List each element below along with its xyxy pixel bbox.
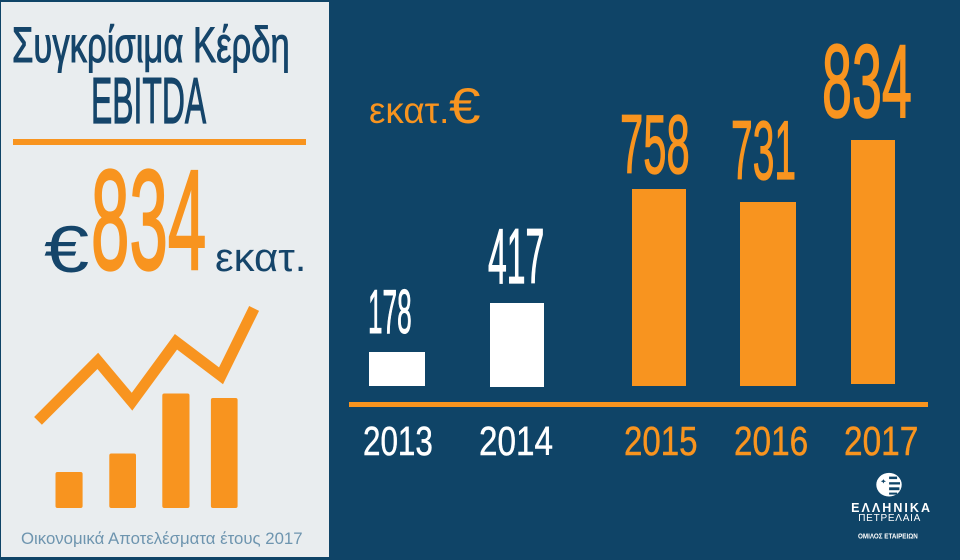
svg-text:ΟΜΙΛΟΣ ΕΤΑΙΡΕΙΩΝ: ΟΜΙΛΟΣ ΕΤΑΙΡΕΙΩΝ <box>858 532 918 541</box>
